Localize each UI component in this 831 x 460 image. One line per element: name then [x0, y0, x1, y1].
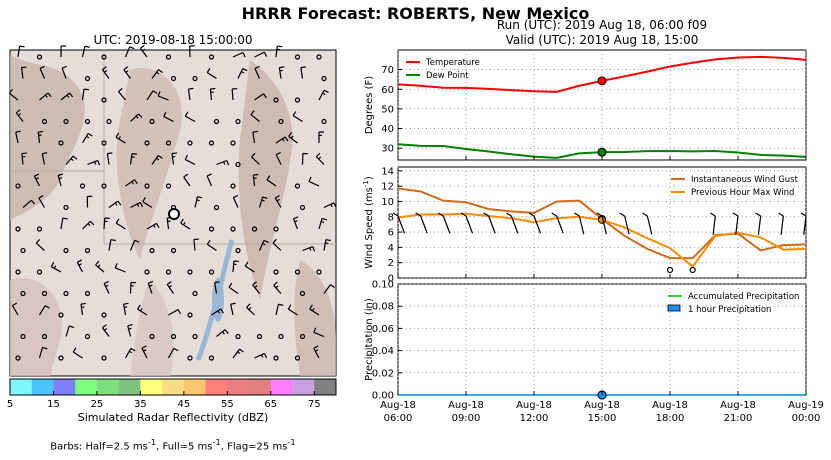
colorbar-tick-label: 55 [221, 399, 234, 410]
colorbar-tick-label: 45 [177, 399, 190, 410]
colorbar-swatch [31, 379, 54, 395]
y-tick-label: 4 [388, 243, 394, 254]
colorbar-swatch [227, 379, 250, 395]
x-tick-label: 15:00 [588, 413, 617, 424]
y-tick-label: 10 [381, 197, 394, 208]
colorbar-label: Simulated Radar Reflectivity (dBZ) [77, 411, 269, 424]
x-tick-label: 18:00 [656, 413, 685, 424]
x-tick-label: 12:00 [520, 413, 549, 424]
reservoir [212, 278, 224, 322]
x-tick-label: Aug-18 [584, 400, 620, 411]
chart-panel-2: 0 2 4 6 8 10 12 14 Wind Speed (ms-1) Instantaneou… [362, 166, 807, 285]
y-tick-label: 0.08 [372, 302, 394, 313]
y-axis-label: Wind Speed (ms-1) [362, 176, 375, 269]
colorbar-tick-label: 65 [264, 399, 277, 410]
colorbar-swatch [140, 379, 163, 395]
colorbar-swatch [96, 379, 120, 395]
chart-panel-3: 0.00 0.02 0.04 0.06 0.08 0.10 Precipitation (i… [364, 280, 807, 402]
y-tick-label: 2 [388, 258, 394, 269]
colorbar-swatch [162, 379, 185, 395]
y-tick-label: 0.02 [372, 368, 394, 379]
colorbar-swatch [270, 379, 294, 395]
barb-note: Barbs: Half=2.5 ms-1, Full=5 ms-1, Flag=… [50, 437, 296, 453]
x-tick-label: Aug-19 [788, 400, 824, 411]
x-tick-label: Aug-18 [720, 400, 756, 411]
hourly-wind-barbs [392, 212, 807, 274]
y-tick-label: 0.04 [372, 346, 394, 357]
y-tick-label: 30 [381, 144, 394, 155]
colorbar-swatch [53, 379, 76, 395]
plot-area [397, 49, 807, 161]
y-tick-label: 8 [388, 212, 394, 223]
y-tick-label: 12 [381, 182, 394, 193]
legend-entry: Dew Point [426, 71, 469, 81]
y-tick-label: 70 [381, 65, 394, 76]
chart-panel-1: 30 40 50 60 70 Degrees (F) Temperature Dew Poin… [364, 49, 807, 161]
legend: Instantaneous Wind Gust Previous Hour Max… [671, 175, 799, 198]
legend: Accumulated Precipitation 1 hour Precipit… [667, 292, 799, 315]
colorbar-swatch [205, 379, 228, 395]
x-tick-label: Aug-18 [652, 400, 688, 411]
legend-entry: 1 hour Precipitation [688, 305, 771, 315]
x-tick-label: Aug-18 [380, 400, 416, 411]
x-tick-label: Aug-18 [448, 400, 484, 411]
x-tick-label: 21:00 [724, 413, 753, 424]
run-line: Run (UTC): 2019 Aug 18, 06:00 f09 [496, 18, 708, 32]
colorbar: 5 15 25 35 45 55 65 75 [7, 378, 337, 410]
colorbar-swatch [75, 379, 98, 395]
colorbar-tick-label: 5 [7, 399, 13, 410]
legend-entry: Temperature [425, 58, 480, 68]
run-title: Run (UTC): 2019 Aug 18, 06:00 f09 Valid … [398, 18, 806, 48]
y-tick-label: 60 [381, 85, 394, 96]
legend-entry: Accumulated Precipitation [688, 292, 799, 302]
colorbar-tick-label: 35 [134, 399, 147, 410]
colorbar-swatch [292, 379, 315, 395]
y-tick-label: 50 [381, 104, 394, 115]
y-axis-label: Degrees (F) [364, 76, 375, 134]
y-tick-label: 40 [381, 124, 394, 135]
legend-entry: Previous Hour Max Wind [691, 188, 794, 198]
colorbar-tick-label: 25 [91, 399, 104, 410]
legend: Temperature Dew Point [406, 58, 480, 81]
y-tick-label: 6 [388, 228, 394, 239]
y-tick-label: 0.10 [372, 280, 394, 291]
y-tick-label: 0.00 [372, 391, 394, 402]
colorbar-tick-label: 75 [308, 399, 321, 410]
x-tick-label: 09:00 [452, 413, 481, 424]
terrain-shading [10, 55, 336, 376]
current-point-marker [597, 147, 607, 157]
colorbar-swatch [118, 379, 141, 395]
y-axis-label: Precipitation (in) [364, 298, 375, 381]
y-tick-label: 0 [388, 274, 394, 285]
map-title: UTC: 2019-08-18 15:00:00 [93, 33, 253, 47]
station-marker [168, 208, 180, 220]
colorbar-swatch [314, 379, 337, 395]
colorbar-swatch [10, 379, 33, 395]
y-tick-label: 14 [381, 166, 394, 177]
colorbar-tick-label: 15 [47, 399, 60, 410]
wind-barbs [8, 44, 337, 361]
x-tick-label: 06:00 [384, 413, 413, 424]
colorbar-swatch [249, 379, 272, 395]
legend-entry: Instantaneous Wind Gust [691, 175, 799, 185]
main-title: HRRR Forecast: ROBERTS, New Mexico [241, 4, 590, 23]
map-area [8, 44, 337, 377]
current-point-marker [597, 76, 607, 86]
valid-line: Valid (UTC): 2019 Aug 18, 15:00 [505, 33, 699, 47]
x-tick-label: Aug-18 [516, 400, 552, 411]
y-tick-label: 0.06 [372, 324, 394, 335]
x-tick-label: 00:00 [792, 413, 821, 424]
colorbar-swatch [183, 379, 207, 395]
